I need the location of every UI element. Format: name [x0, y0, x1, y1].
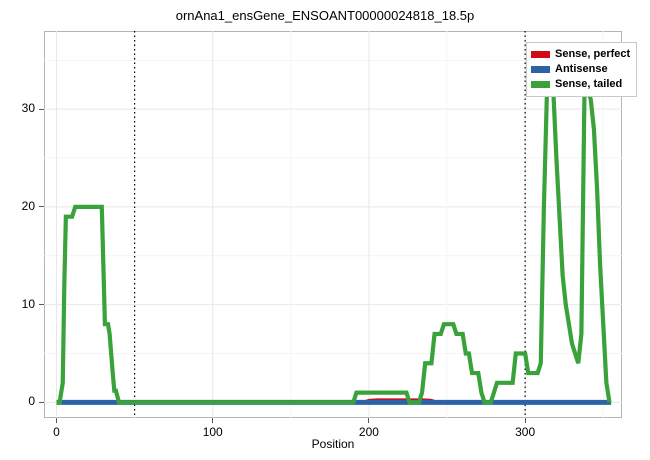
chart-legend: Sense, perfect Antisense Sense, tailed — [526, 42, 638, 97]
y-tick-label: 30 — [21, 101, 35, 116]
chart-canvas — [44, 31, 622, 418]
x-axis-label: Position — [311, 437, 355, 451]
y-tick-mark — [39, 401, 44, 403]
x-tick-mark — [524, 418, 526, 423]
legend-swatch — [531, 51, 550, 58]
y-tick-label: 0 — [28, 394, 35, 409]
x-tick-label: 300 — [515, 425, 536, 439]
x-tick-label: 100 — [202, 425, 223, 439]
legend-label: Sense, tailed — [555, 78, 623, 90]
legend-item: Antisense — [531, 62, 630, 77]
legend-label: Sense, perfect — [555, 48, 631, 60]
legend-swatch — [531, 81, 550, 88]
y-tick-mark — [39, 108, 44, 110]
legend-item: Sense, perfect — [531, 47, 630, 62]
x-tick-mark — [212, 418, 214, 423]
series-line — [56, 87, 612, 405]
legend-label: Antisense — [555, 63, 608, 75]
legend-swatch — [531, 66, 550, 73]
y-tick-label: 10 — [21, 296, 35, 311]
x-tick-label: 200 — [358, 425, 379, 439]
y-tick-label: 20 — [21, 198, 35, 213]
x-tick-label: 0 — [53, 425, 60, 439]
chart-title: ornAna1_ensGene_ENSOANT00000024818_18.5p — [175, 8, 475, 23]
y-tick-mark — [39, 206, 44, 208]
plot-area — [44, 31, 622, 418]
x-tick-mark — [55, 418, 57, 423]
x-tick-mark — [368, 418, 370, 423]
legend-item: Sense, tailed — [531, 77, 630, 92]
y-tick-mark — [39, 304, 44, 306]
